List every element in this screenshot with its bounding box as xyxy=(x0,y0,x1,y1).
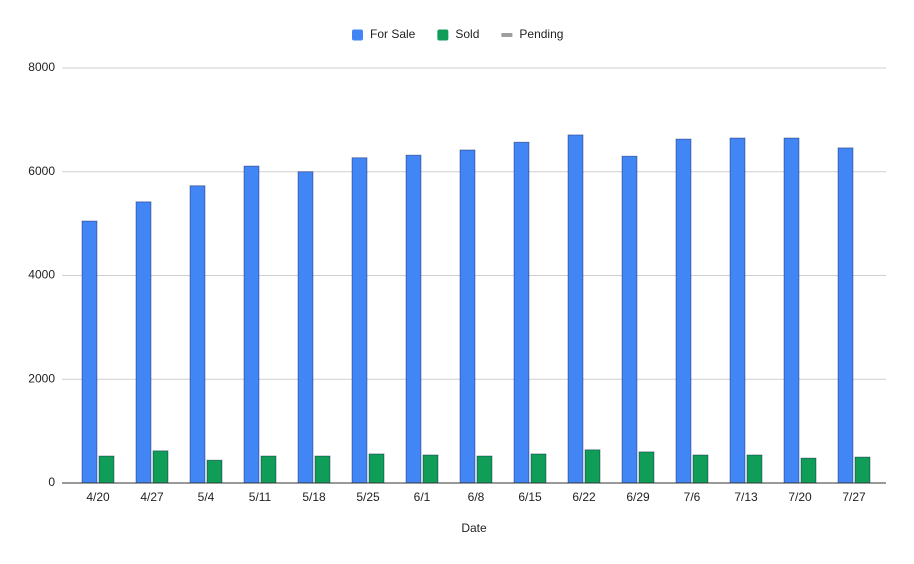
bar xyxy=(98,455,115,484)
bar xyxy=(800,457,817,484)
bar xyxy=(459,149,476,484)
bar xyxy=(206,459,223,484)
legend-label: For Sale xyxy=(370,27,416,41)
x-tick-label: 6/22 xyxy=(572,490,596,504)
bar xyxy=(368,453,385,484)
legend-swatch xyxy=(501,33,513,37)
x-tick-label: 6/15 xyxy=(518,490,542,504)
bar xyxy=(746,454,763,484)
bar xyxy=(513,141,530,484)
bar xyxy=(783,137,800,484)
y-tick-label: 0 xyxy=(48,475,55,489)
bar xyxy=(81,220,98,484)
x-tick-label: 7/27 xyxy=(842,490,866,504)
x-tick-label: 5/25 xyxy=(356,490,380,504)
legend-label: Sold xyxy=(455,27,479,41)
bar xyxy=(638,451,655,484)
x-tick-label: 5/18 xyxy=(302,490,326,504)
x-tick-label: 6/29 xyxy=(626,490,650,504)
x-tick-label: 5/4 xyxy=(198,490,215,504)
x-tick-label: 6/8 xyxy=(468,490,485,504)
bar xyxy=(422,454,439,484)
y-tick-label: 6000 xyxy=(28,164,55,178)
x-tick-label: 4/27 xyxy=(140,490,164,504)
x-tick-label: 6/1 xyxy=(414,490,431,504)
bar xyxy=(243,165,260,484)
bar xyxy=(297,171,314,484)
bar xyxy=(351,157,368,484)
bar xyxy=(530,453,547,484)
bar xyxy=(584,449,601,484)
bar xyxy=(621,155,638,484)
bar xyxy=(314,455,331,484)
y-tick-label: 2000 xyxy=(28,371,55,385)
y-tick-label: 4000 xyxy=(28,268,55,282)
bar xyxy=(729,137,746,484)
x-tick-label: 4/20 xyxy=(86,490,110,504)
bar xyxy=(854,456,871,484)
legend-label: Pending xyxy=(519,27,563,41)
x-tick-label: 7/20 xyxy=(788,490,812,504)
x-tick-label: 7/6 xyxy=(684,490,701,504)
bar xyxy=(692,454,709,484)
bar xyxy=(135,201,152,484)
bar xyxy=(189,185,206,484)
y-tick-label: 8000 xyxy=(28,60,55,74)
bar xyxy=(837,147,854,484)
bar xyxy=(675,138,692,484)
bar xyxy=(260,455,277,484)
legend-swatch xyxy=(437,29,449,41)
legend-swatch xyxy=(352,29,363,41)
bar xyxy=(152,450,169,484)
x-tick-label: 5/11 xyxy=(249,490,272,504)
x-tick-label: 7/13 xyxy=(734,490,758,504)
bar xyxy=(476,455,493,484)
bar xyxy=(567,134,584,484)
x-axis-title: Date xyxy=(461,521,487,535)
bar xyxy=(405,154,422,484)
